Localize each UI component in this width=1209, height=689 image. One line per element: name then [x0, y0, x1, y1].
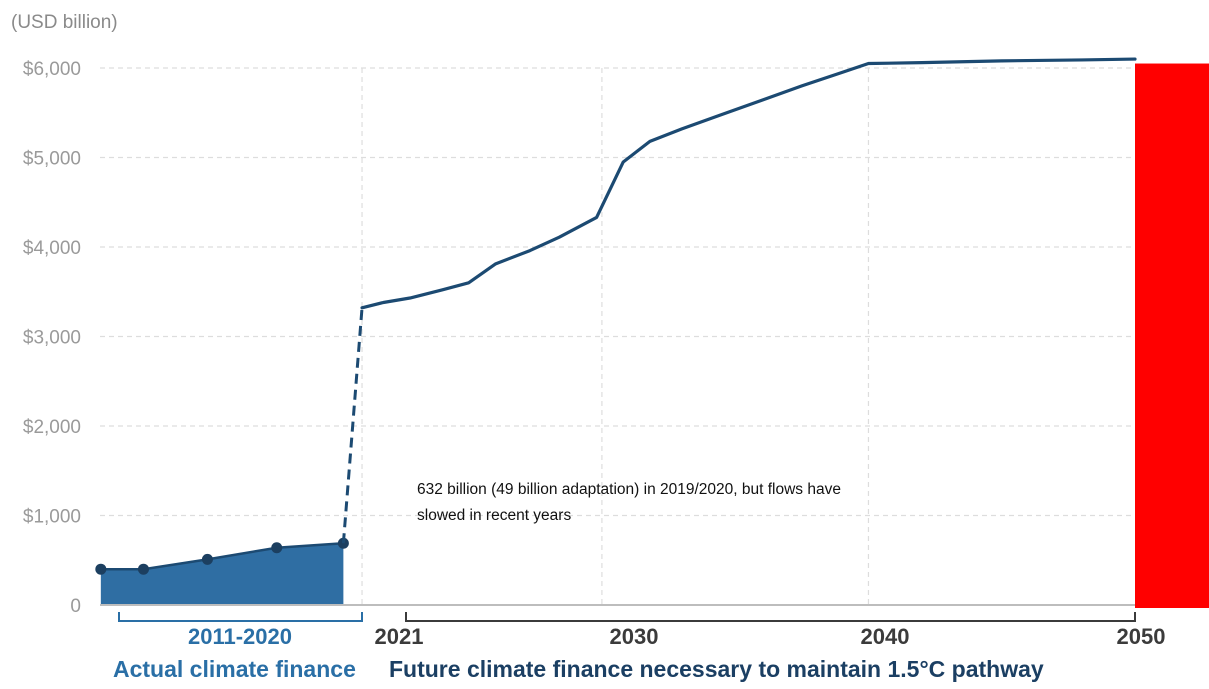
annotation-line-2: slowed in recent years [417, 507, 571, 524]
y-tick-label: 0 [70, 596, 81, 617]
historical-point [137, 563, 149, 575]
y-tick-label: $2,000 [23, 417, 81, 438]
y-tick-label: $5,000 [23, 149, 81, 170]
historical-point [271, 542, 283, 554]
highlight-bar [1135, 63, 1209, 608]
historical-caption: Actual climate finance [113, 656, 356, 682]
future-finance-line [360, 57, 1137, 310]
historical-point [95, 563, 107, 575]
x-tick-label: 2030 [610, 624, 659, 649]
historical-area-layer [95, 537, 349, 605]
historical-area [100, 543, 344, 605]
historical-point [201, 553, 213, 565]
historical-period-bracket [118, 612, 363, 622]
y-tick-label: $4,000 [23, 238, 81, 259]
y-tick-label: $6,000 [23, 59, 81, 80]
y-tick-label: $3,000 [23, 328, 81, 349]
future-period-bracket [405, 612, 1136, 622]
future-line-layer [341, 57, 1137, 544]
x-tick-label: 2040 [861, 624, 910, 649]
annotation-line-1: 632 billion (49 billion adaptation) in 2… [417, 481, 841, 498]
y-axis-ticks: $6,000 $5,000 $4,000 $3,000 $2,000 $1,000 0 [23, 59, 81, 617]
future-caption: Future climate finance necessary to main… [389, 656, 1044, 682]
unit-label: (USD billion) [11, 12, 118, 33]
grid-layer [100, 67, 1135, 605]
x-tick-label: 2011-2020 [188, 624, 292, 649]
x-tick-label: 2021 [375, 624, 424, 649]
dashed-connector [341, 307, 364, 544]
x-tick-label: 2050 [1117, 624, 1166, 649]
y-tick-label: $1,000 [23, 507, 81, 528]
x-axis-ticks: 2011-2020 2021 2030 2040 2050 [188, 624, 1165, 649]
highlight-bar-layer [1135, 63, 1209, 608]
